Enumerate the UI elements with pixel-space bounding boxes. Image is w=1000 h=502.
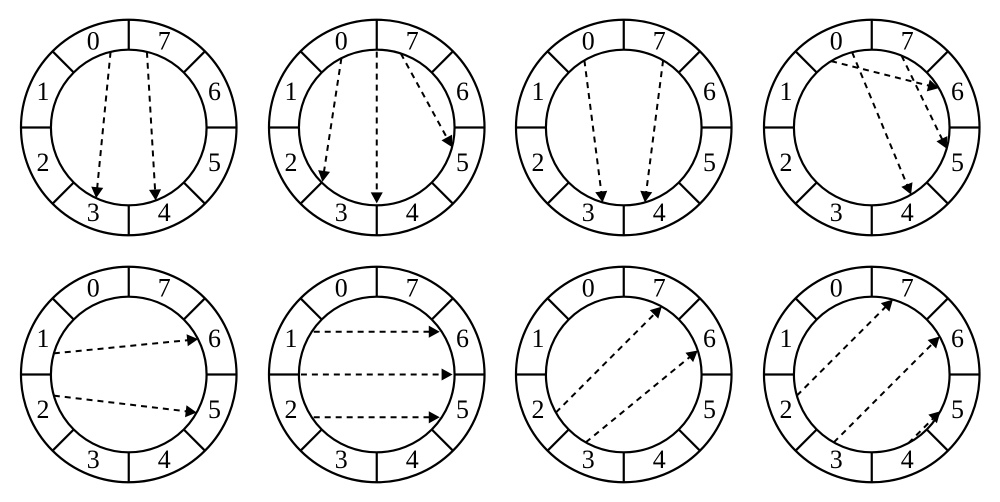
arrow [833, 343, 932, 442]
arrow [97, 52, 110, 189]
sector-label: 4 [653, 445, 666, 474]
sector-label: 4 [158, 198, 171, 227]
sector-label: 1 [779, 77, 792, 106]
sector-label: 5 [455, 148, 468, 177]
sector-label: 0 [582, 274, 595, 303]
wheel-diagram: 0 1 2 3 4 5 6 7 [509, 259, 739, 490]
sector-label: 1 [532, 77, 545, 106]
arrow [323, 58, 340, 172]
arrow [831, 61, 929, 86]
sector-label: 6 [208, 77, 221, 106]
wheel-diagram: 0 1 2 3 4 5 6 7 [262, 259, 492, 490]
sector-label: 3 [582, 198, 595, 227]
sector-label: 6 [703, 77, 716, 106]
sector-label: 4 [158, 445, 171, 474]
arrow [586, 357, 690, 443]
sector-label: 2 [284, 148, 297, 177]
wheel-cell: 0 1 2 3 4 5 6 7 [509, 12, 739, 243]
sector-label: 2 [779, 395, 792, 424]
sector-label: 6 [455, 77, 468, 106]
sector-label: 3 [829, 198, 842, 227]
wheel-cell: 0 1 2 3 4 5 6 7 [757, 259, 987, 490]
arrow [646, 60, 663, 192]
wheel-cell: 0 1 2 3 4 5 6 7 [262, 259, 492, 490]
wheel-diagram: 0 1 2 3 4 5 6 7 [14, 12, 244, 243]
arrow-head-icon [441, 368, 452, 380]
sector-label: 4 [900, 198, 913, 227]
sector-label: 5 [703, 148, 716, 177]
arrow [908, 418, 933, 443]
arrow [147, 52, 155, 191]
sector-label: 3 [582, 445, 595, 474]
sector-label: 4 [900, 445, 913, 474]
sector-label: 5 [703, 395, 716, 424]
arrow-head-icon [685, 350, 697, 362]
sector-label: 1 [284, 77, 297, 106]
arrow [584, 60, 601, 192]
sector-label: 1 [284, 324, 297, 353]
sector-label: 1 [779, 324, 792, 353]
sector-label: 5 [208, 395, 221, 424]
sector-label: 3 [334, 198, 347, 227]
sector-label: 7 [900, 274, 913, 303]
sector-label: 5 [208, 148, 221, 177]
wheel-cell: 0 1 2 3 4 5 6 7 [14, 259, 244, 490]
arrow [54, 396, 187, 412]
sector-label: 6 [950, 324, 963, 353]
sector-label: 1 [532, 324, 545, 353]
sector-label: 3 [829, 445, 842, 474]
sector-label: 7 [900, 27, 913, 56]
sector-label: 7 [653, 274, 666, 303]
sector-label: 5 [455, 395, 468, 424]
sector-label: 4 [405, 445, 418, 474]
wheel-diagram: 0 1 2 3 4 5 6 7 [14, 259, 244, 490]
sector-label: 0 [334, 274, 347, 303]
sector-label: 2 [532, 395, 545, 424]
sector-label: 1 [37, 324, 50, 353]
sector-label: 3 [87, 445, 100, 474]
sector-label: 7 [405, 274, 418, 303]
arrow-head-icon [441, 135, 452, 148]
sector-label: 3 [334, 445, 347, 474]
sector-label: 4 [653, 198, 666, 227]
sector-label: 2 [37, 148, 50, 177]
wheel-cell: 0 1 2 3 4 5 6 7 [14, 12, 244, 243]
sector-label: 7 [158, 27, 171, 56]
sector-label: 4 [405, 198, 418, 227]
wheel-diagram: 0 1 2 3 4 5 6 7 [262, 12, 492, 243]
sector-label: 2 [532, 148, 545, 177]
arrow [852, 52, 907, 185]
arrow [796, 307, 885, 396]
arrow [54, 340, 188, 353]
wheel-cell: 0 1 2 3 4 5 6 7 [262, 12, 492, 243]
sector-label: 6 [455, 324, 468, 353]
wheel-diagram: 0 1 2 3 4 5 6 7 [509, 12, 739, 243]
sector-label: 3 [87, 198, 100, 227]
wheel-cell: 0 1 2 3 4 5 6 7 [757, 12, 987, 243]
sector-label: 6 [950, 77, 963, 106]
sector-label: 0 [829, 274, 842, 303]
sector-label: 0 [87, 274, 100, 303]
sector-label: 5 [950, 395, 963, 424]
sector-label: 6 [208, 324, 221, 353]
sector-label: 0 [87, 27, 100, 56]
sector-label: 6 [703, 324, 716, 353]
sector-label: 7 [405, 27, 418, 56]
sector-label: 1 [37, 77, 50, 106]
wheel-diagram: 0 1 2 3 4 5 6 7 [757, 259, 987, 490]
wheel-cell: 0 1 2 3 4 5 6 7 [509, 259, 739, 490]
sector-label: 7 [158, 274, 171, 303]
sector-label: 2 [779, 148, 792, 177]
sector-label: 5 [950, 148, 963, 177]
sector-label: 0 [829, 27, 842, 56]
sector-label: 2 [284, 395, 297, 424]
sector-label: 7 [653, 27, 666, 56]
sector-label: 0 [334, 27, 347, 56]
wheel-diagram-grid: 0 1 2 3 4 5 6 7 0 1 2 3 4 5 6 7 0 1 2 3 4 5 6 7 0 1 2 3 4 5 6 7 0 1 2 3 4 5 6 7… [0, 0, 1000, 502]
wheel-diagram: 0 1 2 3 4 5 6 7 [757, 12, 987, 243]
sector-label: 0 [582, 27, 595, 56]
arrow-head-icon [370, 192, 382, 203]
sector-label: 2 [37, 395, 50, 424]
